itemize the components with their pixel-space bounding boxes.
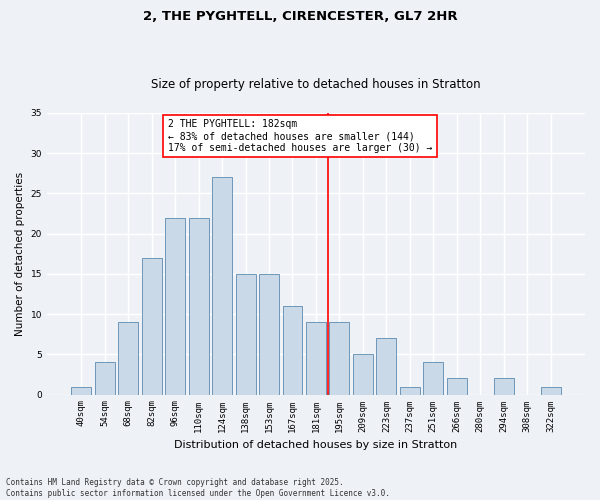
Title: Size of property relative to detached houses in Stratton: Size of property relative to detached ho… xyxy=(151,78,481,91)
Bar xyxy=(236,274,256,394)
Bar xyxy=(353,354,373,395)
Bar xyxy=(71,386,91,394)
Text: 2, THE PYGHTELL, CIRENCESTER, GL7 2HR: 2, THE PYGHTELL, CIRENCESTER, GL7 2HR xyxy=(143,10,457,23)
Text: 2 THE PYGHTELL: 182sqm
← 83% of detached houses are smaller (144)
17% of semi-de: 2 THE PYGHTELL: 182sqm ← 83% of detached… xyxy=(168,120,433,152)
Bar xyxy=(447,378,467,394)
Bar xyxy=(329,322,349,394)
Bar xyxy=(259,274,279,394)
Bar xyxy=(494,378,514,394)
Bar xyxy=(541,386,560,394)
Bar xyxy=(423,362,443,394)
Bar xyxy=(306,322,326,394)
Bar xyxy=(283,306,302,394)
Bar xyxy=(118,322,138,394)
Bar xyxy=(376,338,397,394)
Bar xyxy=(400,386,420,394)
Bar xyxy=(188,218,209,394)
Bar xyxy=(142,258,162,394)
X-axis label: Distribution of detached houses by size in Stratton: Distribution of detached houses by size … xyxy=(175,440,458,450)
Bar xyxy=(212,178,232,394)
Text: Contains HM Land Registry data © Crown copyright and database right 2025.
Contai: Contains HM Land Registry data © Crown c… xyxy=(6,478,390,498)
Bar xyxy=(95,362,115,394)
Y-axis label: Number of detached properties: Number of detached properties xyxy=(15,172,25,336)
Bar xyxy=(165,218,185,394)
